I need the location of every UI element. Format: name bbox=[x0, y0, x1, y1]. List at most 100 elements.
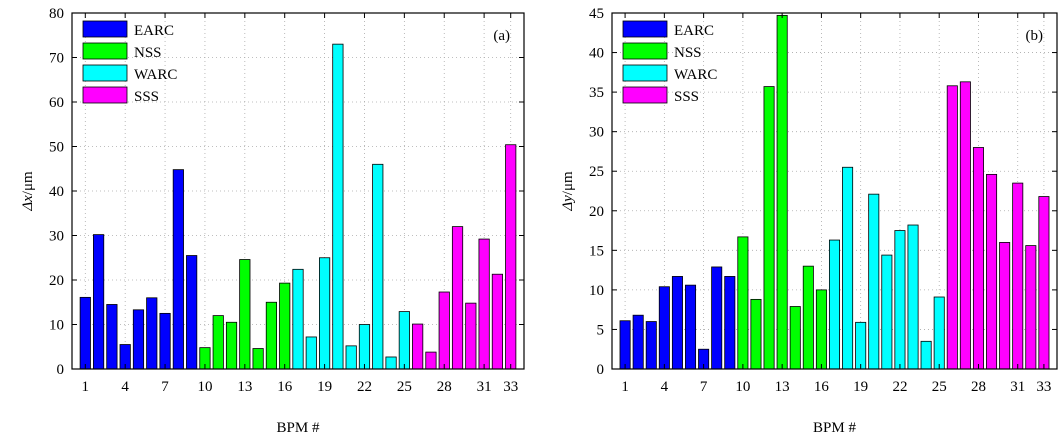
x-tick-label: 33 bbox=[503, 379, 518, 395]
bar-nss bbox=[265, 301, 277, 370]
y-axis-label: Δx/μm bbox=[20, 171, 36, 212]
x-tick-label: 19 bbox=[317, 379, 332, 395]
bar-warc bbox=[855, 321, 867, 370]
legend-swatch-nss bbox=[82, 42, 128, 60]
y-tick-label: 35 bbox=[589, 85, 604, 101]
bar-earc bbox=[159, 312, 171, 370]
bar-warc bbox=[319, 257, 331, 370]
x-tick-label: 1 bbox=[82, 379, 90, 395]
y-tick-label: 80 bbox=[49, 6, 64, 22]
y-tick-label: 40 bbox=[49, 184, 64, 200]
y-tick-label: 70 bbox=[49, 51, 64, 67]
x-tick-label: 31 bbox=[477, 379, 492, 395]
y-tick-label: 50 bbox=[49, 140, 64, 156]
x-tick-label: 28 bbox=[437, 379, 452, 395]
bar-warc bbox=[907, 224, 919, 370]
y-axis-label-unit: /μm bbox=[20, 171, 36, 195]
bar-earc bbox=[685, 284, 697, 370]
y-tick-label: 45 bbox=[589, 6, 604, 22]
bar-warc bbox=[894, 230, 906, 370]
bar-warc bbox=[881, 254, 893, 370]
bar-sss bbox=[1012, 182, 1024, 370]
y-tick-label: 10 bbox=[589, 283, 604, 299]
y-tick-label: 0 bbox=[57, 362, 65, 378]
bar-earc bbox=[645, 321, 657, 370]
x-tick-label: 25 bbox=[397, 379, 412, 395]
x-tick-label: 33 bbox=[1036, 379, 1051, 395]
y-tick-label: 20 bbox=[589, 204, 604, 220]
bar-earc bbox=[106, 304, 118, 370]
panel-b-chart: 0 5 10 15 20 25 30 35 40 45 1 4 7 10 13 16 19 22 25 28 31 33 B… bbox=[560, 6, 1058, 436]
y-tick-label: 60 bbox=[49, 95, 64, 111]
bar-nss bbox=[763, 86, 775, 370]
x-tick-label: 13 bbox=[775, 379, 790, 395]
bar-warc bbox=[372, 163, 384, 370]
bar-warc bbox=[385, 356, 397, 370]
y-tick-label: 25 bbox=[589, 164, 604, 180]
y-axis-label-symbol: Δy bbox=[560, 195, 576, 212]
bar-nss bbox=[750, 298, 762, 370]
y-tick-label: 0 bbox=[597, 362, 605, 378]
y-tick-label: 10 bbox=[49, 318, 64, 334]
bar-warc bbox=[345, 345, 357, 370]
y-axis-label-symbol: Δx bbox=[20, 195, 36, 212]
x-tick-label: 4 bbox=[661, 379, 669, 395]
bar-nss bbox=[279, 282, 291, 370]
x-axis-label: BPM # bbox=[277, 420, 320, 436]
panel-tag: (b) bbox=[1026, 28, 1044, 44]
bar-nss bbox=[737, 236, 749, 370]
bar-sss bbox=[1025, 245, 1037, 370]
y-tick-label: 20 bbox=[49, 273, 64, 289]
bar-sss bbox=[986, 173, 998, 370]
bar-nss bbox=[789, 306, 801, 370]
bar-warc bbox=[398, 311, 410, 370]
bar-sss bbox=[478, 238, 490, 370]
x-tick-label: 19 bbox=[853, 379, 868, 395]
x-tick-label: 7 bbox=[161, 379, 169, 395]
bar-sss bbox=[1038, 196, 1050, 370]
bar-warc bbox=[842, 166, 854, 370]
bar-earc bbox=[132, 309, 145, 370]
bar-sss bbox=[451, 226, 464, 370]
legend-swatch-earc bbox=[622, 20, 668, 38]
legend-label-nss: NSS bbox=[674, 45, 702, 61]
bar-nss bbox=[815, 289, 827, 370]
bar-nss bbox=[252, 348, 264, 370]
x-tick-label: 13 bbox=[237, 379, 252, 395]
legend-label-warc: WARC bbox=[674, 67, 717, 83]
panel-a-chart: 0 10 20 30 40 50 60 70 80 1 4 7 10 13 16 19 22 25 28 31 33 BP… bbox=[20, 6, 525, 436]
bar-nss bbox=[225, 321, 238, 370]
bar-sss bbox=[959, 81, 971, 370]
x-tick-label: 1 bbox=[621, 379, 629, 395]
legend-label-warc: WARC bbox=[134, 67, 177, 83]
bar-sss bbox=[946, 85, 958, 370]
legend-swatch-earc bbox=[82, 20, 128, 38]
x-axis-label: BPM # bbox=[813, 420, 856, 436]
bar-earc bbox=[93, 234, 105, 370]
bar-nss bbox=[212, 315, 224, 370]
bar-warc bbox=[292, 268, 304, 370]
bar-warc bbox=[358, 324, 371, 370]
bar-nss bbox=[776, 14, 788, 370]
bar-earc bbox=[724, 276, 736, 370]
bar-earc bbox=[172, 169, 184, 370]
bar-sss bbox=[491, 273, 503, 370]
legend-swatch-sss bbox=[622, 86, 668, 104]
x-tick-label: 10 bbox=[197, 379, 212, 395]
bar-warc bbox=[332, 43, 344, 370]
x-tick-label: 10 bbox=[735, 379, 750, 395]
panel-tag: (a) bbox=[493, 28, 510, 44]
bar-sss bbox=[465, 302, 477, 370]
y-tick-label: 40 bbox=[589, 46, 604, 62]
bar-warc bbox=[868, 193, 880, 370]
bar-sss bbox=[972, 147, 984, 370]
legend-swatch-nss bbox=[622, 42, 668, 60]
y-axis-label: Δy/μm bbox=[560, 171, 576, 212]
bar-earc bbox=[186, 255, 198, 370]
bar-sss bbox=[505, 144, 517, 370]
legend-label-nss: NSS bbox=[134, 45, 162, 61]
bar-earc bbox=[711, 266, 723, 370]
bar-nss bbox=[802, 265, 814, 370]
bar-earc bbox=[146, 297, 158, 370]
